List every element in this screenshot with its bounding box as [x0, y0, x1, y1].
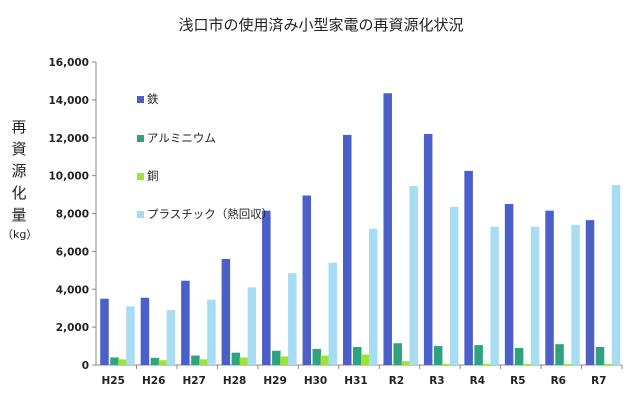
bar [409, 186, 418, 365]
bar [611, 185, 621, 365]
bar [514, 347, 524, 365]
bar [247, 287, 257, 365]
bar [474, 345, 483, 365]
bar [383, 93, 392, 365]
bar [199, 359, 208, 365]
bar [231, 352, 241, 365]
bar [361, 354, 370, 365]
x-tick-label: H27 [182, 375, 205, 387]
y-axis-unit: （kg） [2, 228, 38, 241]
y-tick-label: 6,000 [56, 246, 89, 258]
legend-label: 銅 [147, 169, 159, 183]
x-tick-label: R2 [389, 375, 404, 387]
bar [423, 133, 433, 365]
bar [490, 226, 499, 365]
y-axis-label-char: 再 [11, 118, 27, 136]
bar [272, 350, 281, 365]
x-tick-label: H26 [142, 375, 165, 387]
y-tick-label: 14,000 [48, 95, 89, 107]
y-tick-label: 12,000 [48, 133, 89, 145]
bar [280, 356, 289, 365]
x-tick-label: R5 [510, 375, 525, 387]
bar [571, 224, 580, 365]
x-tick-label: R7 [591, 375, 606, 387]
bar [603, 364, 613, 365]
y-tick-label: 4,000 [56, 284, 89, 296]
bar [555, 344, 564, 365]
y-axis-label-char: 化 [11, 184, 27, 202]
bar [504, 204, 514, 365]
legend-label: アルミニウム [147, 131, 216, 145]
legend-label: プラスチック（熱回収） [147, 207, 273, 221]
bar [401, 361, 410, 365]
bar [239, 357, 249, 365]
bar [100, 298, 109, 365]
bar [545, 210, 554, 365]
bar [207, 299, 216, 365]
y-tick-label: 10,000 [48, 171, 89, 183]
bar [312, 348, 322, 365]
bar [441, 364, 451, 365]
bar [320, 355, 330, 365]
bar [150, 357, 160, 365]
y-tick-label: 8,000 [56, 209, 89, 221]
y-axis-label: 再資源化量 [6, 116, 32, 226]
bar [393, 343, 402, 365]
bar [595, 347, 605, 365]
y-axis-label-char: 量 [11, 206, 27, 224]
bar [126, 306, 135, 365]
legend-swatch [137, 173, 144, 180]
legend-swatch [137, 96, 144, 103]
x-tick-label: H30 [304, 375, 327, 387]
bar [563, 364, 572, 365]
legend-swatch [137, 211, 144, 218]
bar [530, 226, 540, 365]
bar [181, 280, 190, 365]
chart-title: 浅口市の使用済み小型家電の再資源化状況 [178, 16, 464, 34]
bar [433, 346, 443, 365]
legend-swatch [137, 135, 144, 142]
x-tick-label: R4 [470, 375, 485, 387]
bar [328, 262, 338, 365]
bar [369, 228, 378, 365]
x-tick-label: H31 [344, 375, 367, 387]
x-tick-label: R3 [429, 375, 444, 387]
bar [118, 359, 127, 365]
bar [221, 258, 231, 365]
bar [343, 134, 352, 365]
x-tick-label: H25 [102, 375, 125, 387]
y-axis-label-char: 資 [11, 140, 27, 158]
x-tick-label: H29 [263, 375, 286, 387]
bar [288, 273, 297, 365]
legend-label: 鉄 [147, 92, 159, 106]
y-axis-label-char: 源 [11, 162, 27, 180]
bar [262, 210, 271, 365]
bar [585, 220, 595, 365]
bar [158, 360, 168, 365]
bar [482, 364, 491, 365]
bar [140, 297, 150, 365]
bar [191, 355, 200, 365]
bar [449, 206, 459, 365]
bar [522, 364, 532, 365]
x-tick-label: H28 [223, 375, 246, 387]
bar [353, 347, 362, 365]
bar [166, 310, 176, 365]
y-tick-label: 0 [82, 360, 89, 372]
y-tick-label: 2,000 [56, 322, 89, 334]
bar [302, 195, 312, 365]
y-tick-label: 16,000 [48, 57, 89, 69]
x-tick-label: R6 [551, 375, 566, 387]
bar [110, 357, 119, 365]
bar [464, 170, 473, 365]
